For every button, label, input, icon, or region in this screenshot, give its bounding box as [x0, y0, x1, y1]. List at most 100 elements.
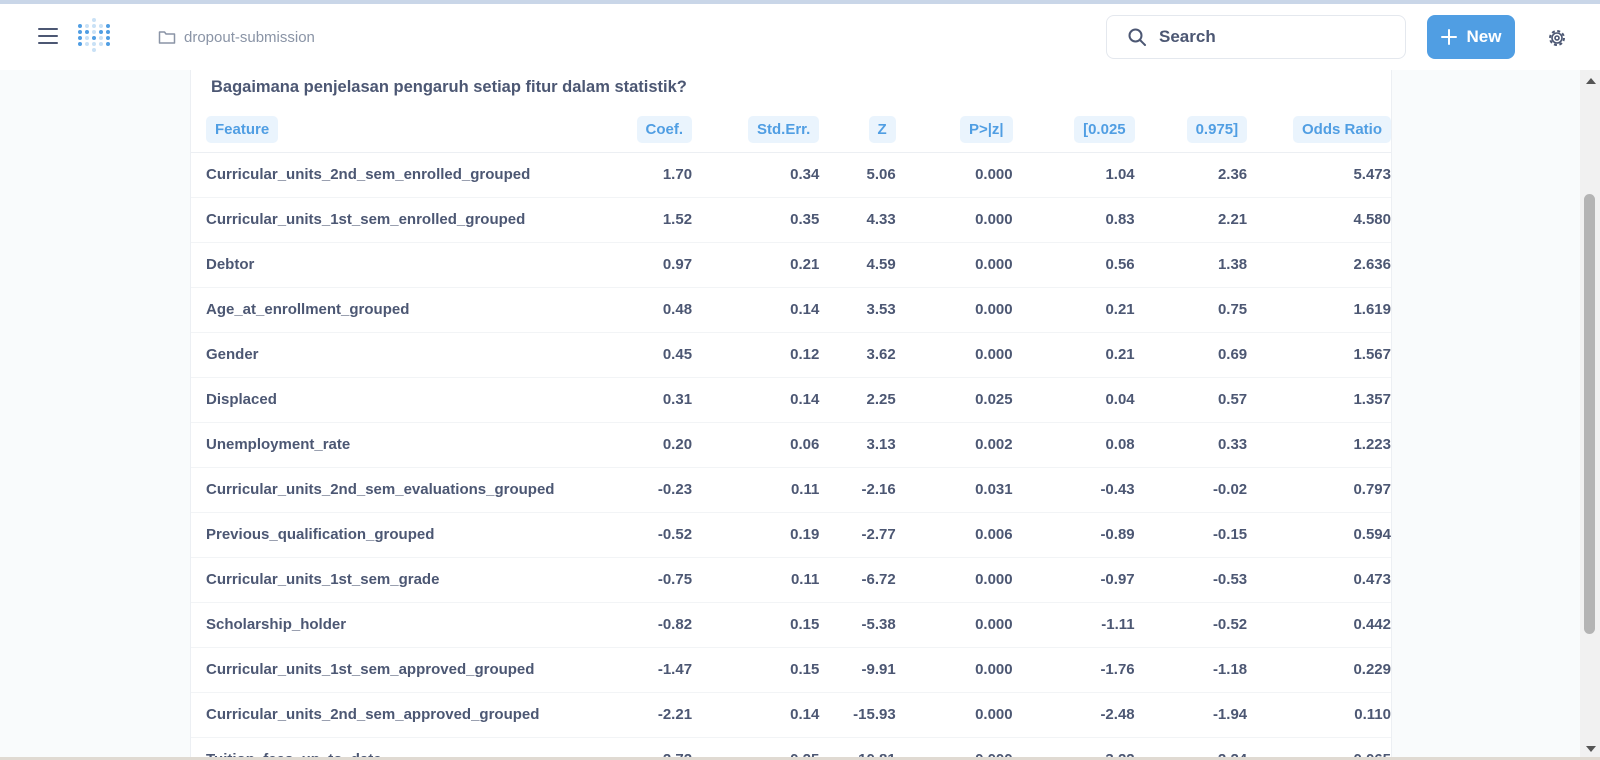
value-cell[interactable]: 0.31 [598, 377, 693, 423]
feature-cell[interactable]: Curricular_units_2nd_sem_enrolled_groupe… [191, 152, 599, 198]
value-cell[interactable]: 0.14 [692, 377, 820, 423]
metabase-logo[interactable] [76, 18, 112, 58]
feature-cell[interactable]: Curricular_units_1st_sem_grade [191, 557, 599, 603]
value-cell[interactable]: 0.11 [692, 557, 820, 603]
value-cell[interactable]: 1.38 [1134, 242, 1248, 288]
feature-cell[interactable]: Age_at_enrollment_grouped [191, 287, 599, 333]
value-cell[interactable]: 0.21 [692, 242, 820, 288]
value-cell[interactable]: 2.25 [819, 377, 896, 423]
value-cell[interactable]: -15.93 [819, 692, 896, 738]
value-cell[interactable]: 0.000 [895, 557, 1013, 603]
value-cell[interactable]: -0.02 [1134, 467, 1248, 513]
value-cell[interactable]: 0.21 [1012, 332, 1135, 378]
value-cell[interactable]: 2.21 [1134, 197, 1248, 243]
value-cell[interactable]: 0.19 [692, 512, 820, 558]
value-cell[interactable]: 0.15 [692, 602, 820, 648]
value-cell[interactable]: 0.594 [1247, 512, 1391, 558]
value-cell[interactable]: 3.62 [819, 332, 896, 378]
value-cell[interactable]: -0.23 [598, 467, 693, 513]
value-cell[interactable]: 0.45 [598, 332, 693, 378]
feature-cell[interactable]: Unemployment_rate [191, 422, 599, 468]
value-cell[interactable]: 0.08 [1012, 422, 1135, 468]
column-header[interactable]: 0.975] [1134, 108, 1248, 153]
value-cell[interactable]: 0.35 [692, 197, 820, 243]
scroll-down-arrow-icon[interactable] [1586, 746, 1596, 752]
value-cell[interactable]: -0.82 [598, 602, 693, 648]
value-cell[interactable]: 4.59 [819, 242, 896, 288]
value-cell[interactable]: -2.77 [819, 512, 896, 558]
value-cell[interactable]: 1.567 [1247, 332, 1391, 378]
value-cell[interactable]: 0.25 [692, 737, 820, 760]
scroll-up-arrow-icon[interactable] [1586, 78, 1596, 84]
column-header[interactable]: Std.Err. [692, 108, 820, 153]
value-cell[interactable]: 0.000 [895, 647, 1013, 693]
value-cell[interactable]: 0.000 [895, 152, 1013, 198]
value-cell[interactable]: 1.70 [598, 152, 693, 198]
value-cell[interactable]: 0.20 [598, 422, 693, 468]
value-cell[interactable]: -3.22 [1012, 737, 1135, 760]
value-cell[interactable]: -1.11 [1012, 602, 1135, 648]
value-cell[interactable]: 1.223 [1247, 422, 1391, 468]
value-cell[interactable]: -1.18 [1134, 647, 1248, 693]
column-header[interactable]: Coef. [598, 108, 693, 153]
value-cell[interactable]: -0.97 [1012, 557, 1135, 603]
column-header[interactable]: Feature [191, 108, 599, 153]
feature-cell[interactable]: Scholarship_holder [191, 602, 599, 648]
value-cell[interactable]: 0.34 [692, 152, 820, 198]
feature-cell[interactable]: Previous_qualification_grouped [191, 512, 599, 558]
value-cell[interactable]: 0.11 [692, 467, 820, 513]
value-cell[interactable]: -0.43 [1012, 467, 1135, 513]
value-cell[interactable]: 0.83 [1012, 197, 1135, 243]
value-cell[interactable]: 1.619 [1247, 287, 1391, 333]
column-header[interactable]: Odds Ratio [1247, 108, 1391, 153]
value-cell[interactable]: 5.473 [1247, 152, 1391, 198]
value-cell[interactable]: 0.75 [1134, 287, 1248, 333]
value-cell[interactable]: -0.15 [1134, 512, 1248, 558]
value-cell[interactable]: 0.000 [895, 242, 1013, 288]
value-cell[interactable]: 0.21 [1012, 287, 1135, 333]
value-cell[interactable]: -0.89 [1012, 512, 1135, 558]
gear-icon[interactable] [1546, 27, 1568, 49]
value-cell[interactable]: 1.52 [598, 197, 693, 243]
value-cell[interactable]: 0.065 [1247, 737, 1391, 760]
column-header[interactable]: P>|z| [895, 108, 1013, 153]
feature-cell[interactable]: Displaced [191, 377, 599, 423]
value-cell[interactable]: 0.229 [1247, 647, 1391, 693]
value-cell[interactable]: 0.56 [1012, 242, 1135, 288]
value-cell[interactable]: -2.72 [598, 737, 693, 760]
value-cell[interactable]: 5.06 [819, 152, 896, 198]
value-cell[interactable]: 0.002 [895, 422, 1013, 468]
value-cell[interactable]: 0.14 [692, 692, 820, 738]
feature-cell[interactable]: Debtor [191, 242, 599, 288]
value-cell[interactable]: 2.36 [1134, 152, 1248, 198]
value-cell[interactable]: 0.000 [895, 332, 1013, 378]
feature-cell[interactable]: Curricular_units_1st_sem_enrolled_groupe… [191, 197, 599, 243]
value-cell[interactable]: 0.15 [692, 647, 820, 693]
value-cell[interactable]: -0.52 [598, 512, 693, 558]
value-cell[interactable]: 1.04 [1012, 152, 1135, 198]
value-cell[interactable]: 0.000 [895, 692, 1013, 738]
value-cell[interactable]: 0.797 [1247, 467, 1391, 513]
new-button[interactable]: New [1427, 15, 1515, 59]
value-cell[interactable]: 1.357 [1247, 377, 1391, 423]
value-cell[interactable]: -6.72 [819, 557, 896, 603]
feature-cell[interactable]: Curricular_units_2nd_sem_evaluations_gro… [191, 467, 599, 513]
value-cell[interactable]: -5.38 [819, 602, 896, 648]
value-cell[interactable]: -2.24 [1134, 737, 1248, 760]
value-cell[interactable]: 0.000 [895, 602, 1013, 648]
value-cell[interactable]: 0.57 [1134, 377, 1248, 423]
value-cell[interactable]: 0.442 [1247, 602, 1391, 648]
vertical-scrollbar[interactable] [1580, 70, 1600, 760]
value-cell[interactable]: -10.81 [819, 737, 896, 760]
value-cell[interactable]: 0.06 [692, 422, 820, 468]
search-input[interactable]: Search [1106, 15, 1406, 59]
value-cell[interactable]: 0.110 [1247, 692, 1391, 738]
value-cell[interactable]: -0.52 [1134, 602, 1248, 648]
value-cell[interactable]: 0.473 [1247, 557, 1391, 603]
value-cell[interactable]: 2.636 [1247, 242, 1391, 288]
value-cell[interactable]: -2.21 [598, 692, 693, 738]
value-cell[interactable]: 0.48 [598, 287, 693, 333]
value-cell[interactable]: 0.000 [895, 737, 1013, 760]
value-cell[interactable]: 0.031 [895, 467, 1013, 513]
value-cell[interactable]: -1.47 [598, 647, 693, 693]
